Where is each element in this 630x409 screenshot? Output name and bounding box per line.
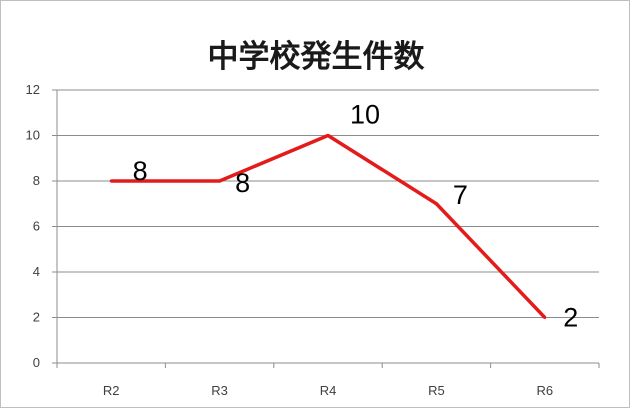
data-point-R3 xyxy=(218,179,222,183)
y-tick-labels: 0 2 4 6 8 10 12 xyxy=(26,82,40,370)
y-tick-label-2: 2 xyxy=(33,310,40,325)
y-tick-label-8: 8 xyxy=(33,173,40,188)
data-label-R3: 8 xyxy=(235,168,250,198)
chart-title: 中学校発生件数 xyxy=(207,39,425,75)
series-layer xyxy=(109,133,547,319)
data-label-R6: 2 xyxy=(563,303,578,333)
x-tick-label-R3: R3 xyxy=(211,383,228,398)
data-point-R6 xyxy=(543,316,547,319)
gridlines xyxy=(57,89,599,318)
x-tick-label-R6: R6 xyxy=(536,383,553,398)
data-point-R4 xyxy=(326,134,330,137)
data-label-R2: 8 xyxy=(133,156,148,186)
data-point-R2 xyxy=(109,179,113,183)
x-tick-labels: R2 R3 R4 R5 R6 xyxy=(103,383,553,398)
x-tick-label-R4: R4 xyxy=(320,383,337,398)
y-tick-label-12: 12 xyxy=(26,82,40,97)
y-tick-label-4: 4 xyxy=(33,264,40,279)
y-tick-label-0: 0 xyxy=(33,355,40,370)
y-tick-label-6: 6 xyxy=(33,219,40,234)
data-point-R5 xyxy=(434,202,438,206)
data-labels: 8 8 10 7 2 xyxy=(133,100,579,333)
x-tick-label-R5: R5 xyxy=(428,383,445,398)
data-label-R5: 7 xyxy=(453,180,468,210)
y-tick-label-10: 10 xyxy=(26,128,40,143)
x-tick-label-R2: R2 xyxy=(103,383,120,398)
data-label-R4: 10 xyxy=(350,100,380,130)
axes xyxy=(52,89,600,368)
